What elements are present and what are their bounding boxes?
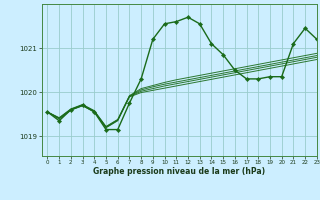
X-axis label: Graphe pression niveau de la mer (hPa): Graphe pression niveau de la mer (hPa) [93,167,265,176]
